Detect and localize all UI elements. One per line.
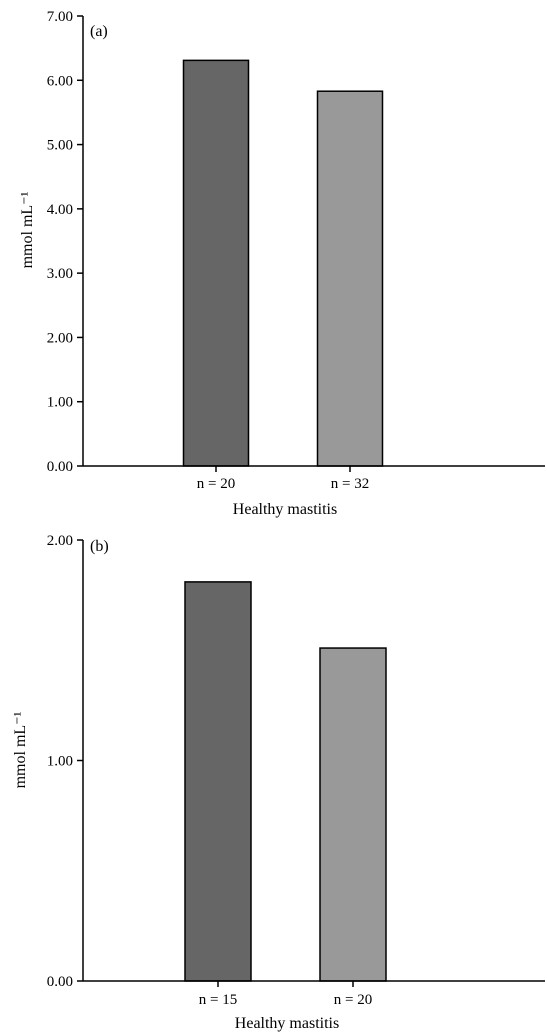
y-tick-label-a-5: 5.00	[47, 138, 73, 154]
y-tick-label-a-6: 6.00	[47, 73, 73, 89]
y-axis-title-a: mmol mL⁻¹	[19, 191, 36, 268]
category-label-a-0: n = 20	[197, 476, 235, 492]
bars-b	[184, 581, 387, 982]
y-tick-label-a-7: 7.00	[47, 9, 73, 25]
y-axis-title-b: mmol mL⁻¹	[12, 711, 29, 788]
y-tick-label-b-2: 2.00	[47, 533, 73, 549]
panel-label-a: (a)	[90, 23, 108, 40]
chart-panel-a: mmol mL⁻¹ (a) 0.00 1.00 2.00 3.00 4.00 5.00 6.…	[19, 9, 545, 518]
y-tick-label-a-2: 2.00	[47, 330, 73, 346]
panel-label-b: (b)	[90, 538, 109, 555]
y-tick-label-b-0: 0.00	[47, 974, 73, 990]
x-axis-b: n = 15 n = 20	[199, 981, 372, 1008]
bar-a-0	[182, 59, 250, 467]
category-label-b-0: n = 15	[199, 992, 237, 1008]
category-label-a-1: n = 32	[331, 476, 369, 492]
category-label-b-1: n = 20	[334, 992, 372, 1008]
bar-b-0	[184, 581, 252, 982]
y-tick-label-b-1: 1.00	[47, 754, 73, 770]
chart-panel-b: mmol mL⁻¹ (b) 0.001.002.00 n = 15 n = 20 …	[12, 533, 545, 1032]
y-axis-b: 0.00 1.00 2.00	[47, 533, 83, 990]
bars-a	[182, 59, 384, 467]
bar-a-1	[316, 90, 384, 467]
y-tick-label-a-1: 1.00	[47, 395, 73, 411]
y-axis-a: 0.00 1.00 2.00 3.00 4.00 5.00 6.00 7.00	[47, 9, 83, 475]
y-tick-label-a-0: 0.00	[47, 459, 73, 475]
x-axis-title-b: Healthy mastitis	[235, 1015, 339, 1032]
x-axis-a: n = 20 n = 32	[197, 466, 369, 492]
y-tick-label-a-3: 3.00	[47, 266, 73, 282]
y-tick-label-a-4: 4.00	[47, 202, 73, 218]
bar-b-1	[319, 647, 387, 982]
x-axis-title-a: Healthy mastitis	[233, 501, 337, 518]
